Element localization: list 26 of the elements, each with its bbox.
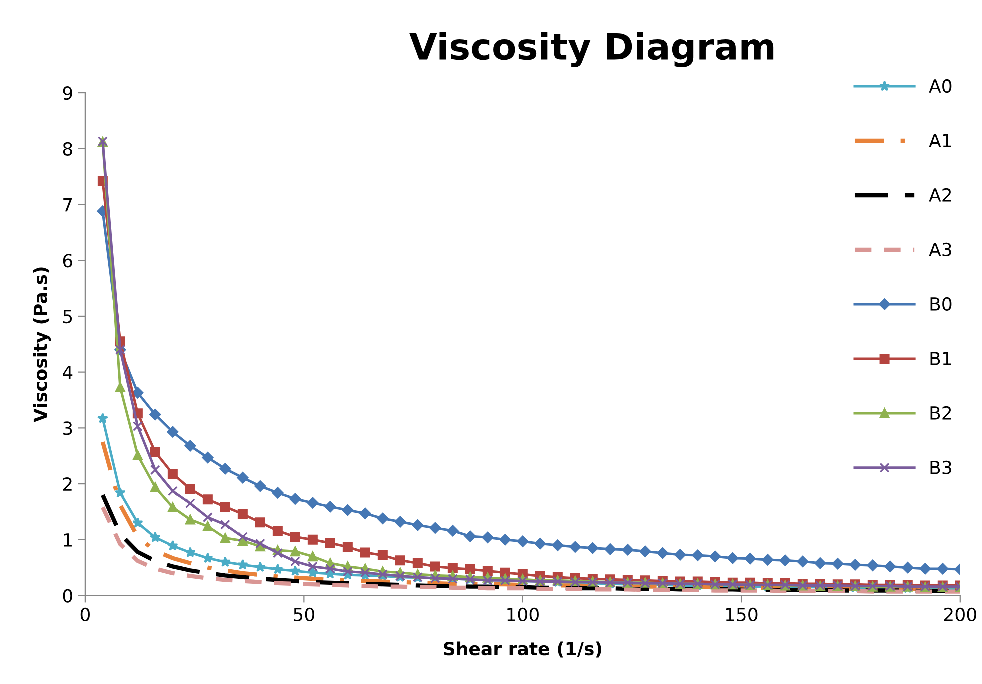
legend-label: B3 <box>930 460 952 475</box>
x-tick-label: 200 <box>944 608 976 622</box>
legend-label: B2 <box>930 406 952 420</box>
legend-label: A3 <box>929 242 952 257</box>
legend-label: A0 <box>929 79 952 94</box>
x-axis-title: Shear rate (1/s) <box>444 642 602 658</box>
y-axis-title: Viscosity (Pa.s) <box>33 268 52 422</box>
x-tick-label: 100 <box>508 608 539 622</box>
y-tick-label: 2 <box>63 478 72 491</box>
y-tick-label: 9 <box>63 86 72 100</box>
y-tick-label: 8 <box>63 142 72 156</box>
y-tick-label: 6 <box>63 254 72 268</box>
y-tick-label: 0 <box>63 589 72 603</box>
legend-label: B0 <box>930 297 952 312</box>
y-tick-label: 5 <box>64 310 72 324</box>
x-tick-label: 150 <box>726 608 758 622</box>
legend-label: B1 <box>930 352 952 366</box>
y-tick-label: 3 <box>64 422 72 436</box>
y-tick-label: 1 <box>64 534 72 547</box>
chart-title: Viscosity Diagram <box>410 32 774 68</box>
x-tick-label: 50 <box>294 608 314 622</box>
y-tick-label: 7 <box>64 198 72 212</box>
legend-label: A2 <box>929 188 952 202</box>
x-tick-label: 0 <box>80 608 90 622</box>
legend-label: A1 <box>929 134 952 148</box>
y-tick-label: 4 <box>63 366 73 380</box>
